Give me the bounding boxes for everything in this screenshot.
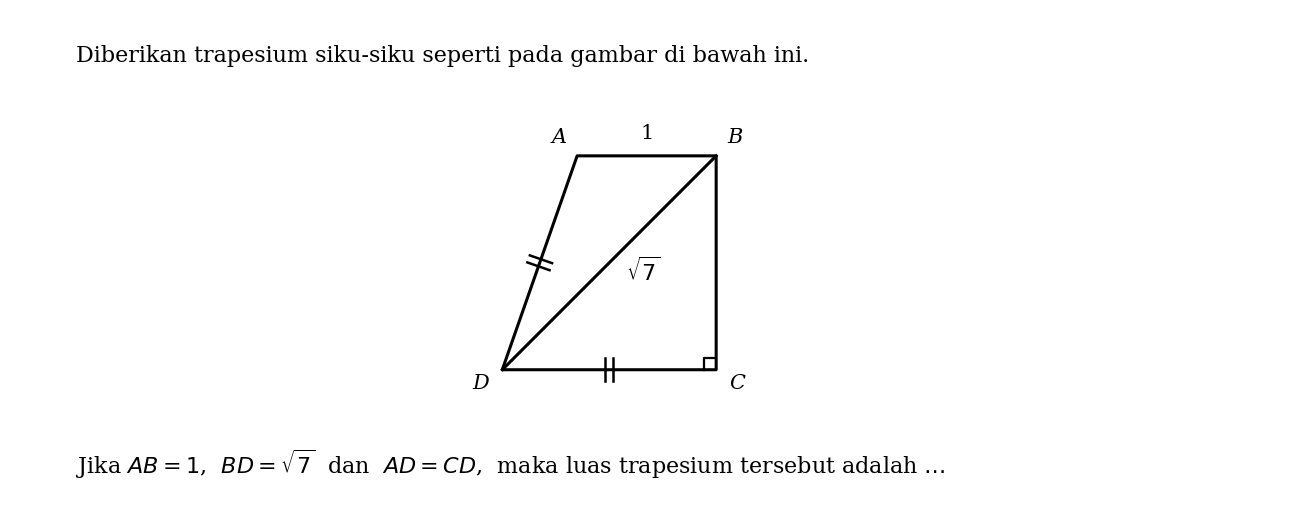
Text: 1: 1 — [640, 124, 653, 143]
Text: A: A — [552, 129, 566, 147]
Text: Diberikan trapesium siku-siku seperti pada gambar di bawah ini.: Diberikan trapesium siku-siku seperti pa… — [76, 46, 810, 67]
Text: D: D — [472, 374, 489, 393]
Text: $\sqrt{7}$: $\sqrt{7}$ — [626, 257, 661, 286]
Text: B: B — [726, 129, 742, 147]
Text: C: C — [729, 374, 745, 393]
Text: Jika $AB = 1$,  $BD = \sqrt{7}$  dan  $AD = CD$,  maka luas trapesium tersebut a: Jika $AB = 1$, $BD = \sqrt{7}$ dan $AD =… — [76, 448, 945, 481]
